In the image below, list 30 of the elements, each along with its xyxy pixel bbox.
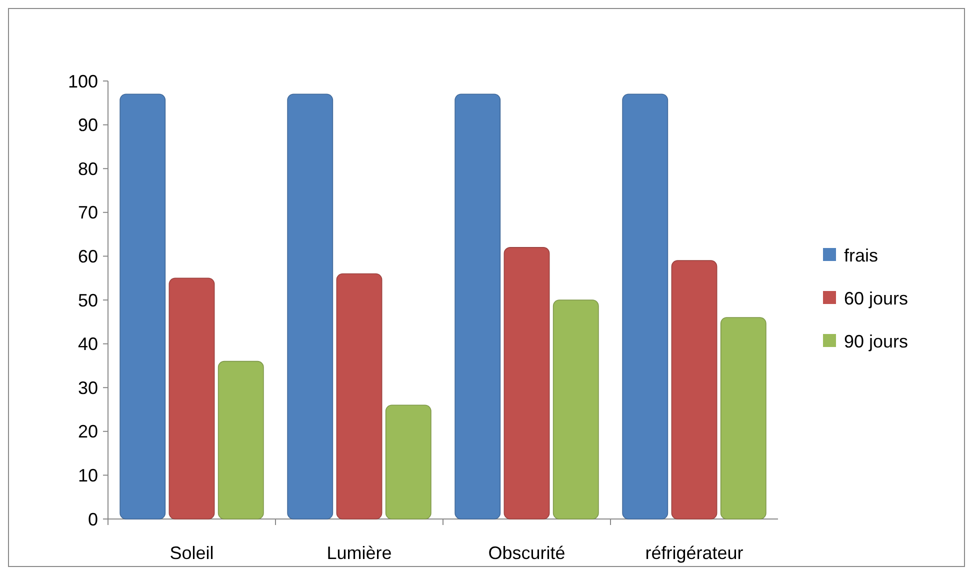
y-tick-label: 0 — [88, 509, 98, 530]
bar — [622, 94, 668, 520]
x-tick-label: réfrigérateur — [645, 543, 744, 563]
y-tick-label: 50 — [78, 290, 98, 310]
bar — [218, 360, 264, 520]
y-tick-label: 10 — [78, 466, 98, 486]
y-tick-label: 100 — [68, 71, 98, 92]
bar — [552, 300, 599, 520]
y-tick-label: 20 — [78, 422, 98, 442]
legend-label: 60 jours — [844, 288, 908, 308]
bar — [168, 278, 215, 520]
y-tick-label: 70 — [78, 202, 98, 223]
bar — [504, 247, 550, 520]
x-tick-label: Obscurité — [488, 543, 566, 563]
bar — [287, 94, 334, 520]
legend-label: frais — [844, 245, 878, 266]
y-tick-label: 40 — [78, 334, 98, 354]
y-tick-label: 90 — [78, 115, 98, 136]
bar — [385, 404, 432, 520]
bar — [671, 260, 718, 520]
bar — [454, 94, 501, 520]
y-tick-label: 60 — [78, 246, 98, 266]
x-tick-label: Soleil — [170, 543, 214, 563]
bar — [120, 94, 166, 520]
legend-label: 90 jours — [844, 331, 908, 352]
bar — [720, 317, 766, 520]
y-tick-label: 80 — [78, 158, 98, 179]
y-tick-label: 30 — [78, 378, 98, 398]
x-tick-label: Lumière — [326, 543, 392, 563]
bar — [336, 273, 382, 520]
